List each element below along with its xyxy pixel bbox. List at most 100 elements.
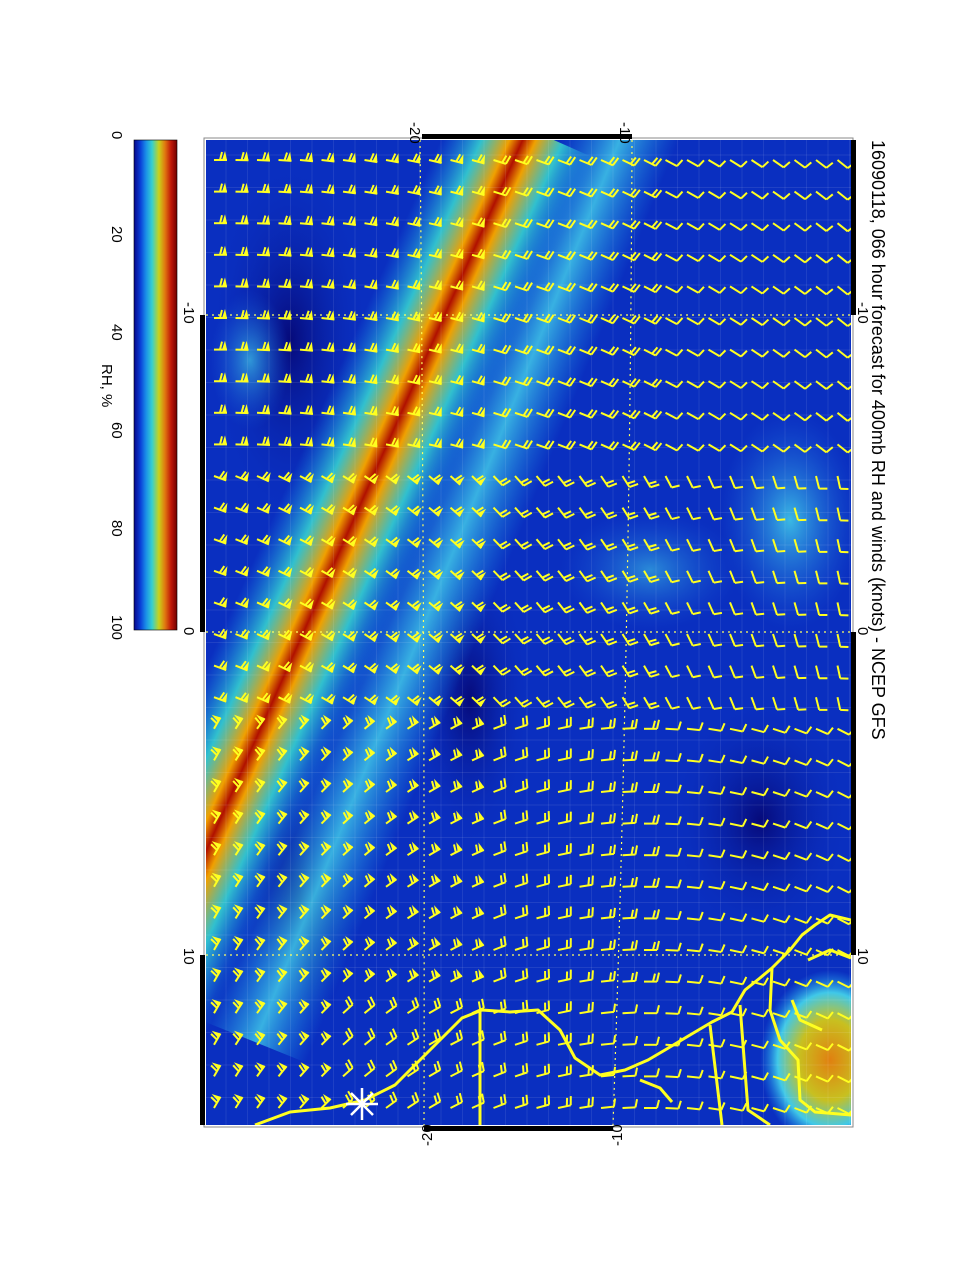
wind-barb	[815, 726, 834, 736]
wind-barb	[235, 151, 249, 162]
wind-barb	[254, 746, 266, 761]
wind-barb	[664, 696, 680, 710]
wind-barb	[232, 935, 244, 951]
wind-barb	[729, 317, 748, 326]
wind-barb	[772, 665, 786, 679]
wind-barb	[514, 696, 533, 708]
colorbar-ramp	[133, 139, 178, 631]
wind-barb	[707, 570, 723, 584]
wind-barb	[578, 570, 596, 583]
wind-barb	[686, 816, 704, 826]
wind-barb	[428, 936, 441, 951]
wind-barb	[836, 443, 851, 454]
wind-barb	[536, 874, 551, 888]
wind-barb	[449, 600, 465, 612]
wind-barb	[232, 999, 244, 1014]
wind-barb	[514, 408, 533, 418]
wind-barb	[664, 601, 680, 615]
wind-barb	[449, 695, 465, 707]
wind-barb	[815, 475, 828, 490]
wind-barb	[299, 341, 314, 352]
wind-barb	[535, 570, 554, 582]
wind-barb	[644, 1099, 660, 1109]
wind-barb	[600, 219, 620, 230]
wind-barb	[750, 222, 770, 232]
wind-barb	[428, 841, 441, 857]
wind-barb	[450, 905, 463, 920]
wind-barb	[450, 810, 463, 825]
wind-barb	[471, 438, 486, 449]
wind-barb	[276, 935, 288, 951]
wind-barb	[536, 1095, 551, 1109]
wind-barb	[342, 967, 354, 983]
wind-barb	[708, 722, 726, 732]
wind-barb	[471, 696, 487, 707]
wind-barb	[557, 538, 575, 551]
wind-barb	[385, 437, 399, 448]
edge-ticks	[200, 134, 856, 1131]
wind-barb	[686, 943, 704, 953]
wind-barb	[536, 218, 555, 229]
wind-barb	[514, 218, 533, 229]
wind-barb	[751, 1008, 769, 1018]
wind-barb	[686, 601, 701, 616]
wind-barb	[686, 665, 701, 679]
wind-barb	[557, 696, 575, 709]
wind-barb	[254, 777, 266, 793]
wind-barb	[407, 184, 421, 196]
wind-barb	[256, 372, 271, 383]
wind-barb	[708, 1102, 726, 1112]
wind-barb	[342, 1059, 354, 1078]
wind-barb	[600, 440, 620, 451]
wind-barb	[450, 842, 463, 857]
wind-barb	[536, 440, 555, 450]
wind-barb	[729, 723, 748, 733]
wind-barb	[210, 967, 222, 983]
wind-barb	[600, 251, 620, 262]
wind-barb	[299, 598, 314, 610]
wind-barb	[665, 974, 682, 984]
wind-barb	[428, 537, 444, 549]
wind-barb	[232, 872, 244, 888]
wind-barb	[278, 372, 292, 384]
wind-barb	[729, 348, 748, 358]
wind-barb	[579, 187, 598, 198]
wind-barb	[364, 247, 378, 258]
wind-barb	[298, 904, 310, 920]
wind-barb	[815, 602, 828, 617]
wind-barb	[210, 999, 222, 1014]
wind-barb	[363, 746, 376, 762]
wind-barb	[278, 246, 292, 257]
wind-barb	[536, 842, 551, 857]
wind-barb	[644, 972, 660, 983]
wind-barb	[686, 253, 705, 263]
wind-barb	[557, 187, 577, 198]
wind-barb	[815, 380, 834, 390]
wind-barb	[536, 905, 551, 920]
wind-barb	[232, 809, 244, 825]
wind-barb	[278, 436, 292, 447]
wind-barb	[256, 277, 271, 289]
wind-barb	[579, 875, 594, 888]
wind-barb	[321, 341, 335, 353]
wind-barb	[385, 505, 401, 517]
wind-barb	[793, 507, 807, 522]
wind-barb	[837, 885, 851, 894]
wind-barb	[407, 406, 421, 417]
wind-barb	[256, 629, 271, 641]
wind-barb	[579, 345, 598, 356]
wind-barb	[644, 909, 660, 920]
wind-barb	[321, 183, 335, 195]
wind-barb	[298, 809, 310, 825]
wind-barb	[299, 215, 314, 226]
wind-barb	[385, 936, 398, 951]
wind-barb	[579, 843, 594, 857]
wind-barb	[385, 778, 398, 793]
wind-barb	[449, 632, 465, 644]
wind-barb	[815, 853, 834, 862]
wind-barb	[708, 786, 726, 796]
wind-barb	[254, 714, 266, 730]
wind-barb	[406, 695, 422, 706]
wind-barb	[579, 812, 594, 825]
wind-barb	[213, 597, 228, 608]
